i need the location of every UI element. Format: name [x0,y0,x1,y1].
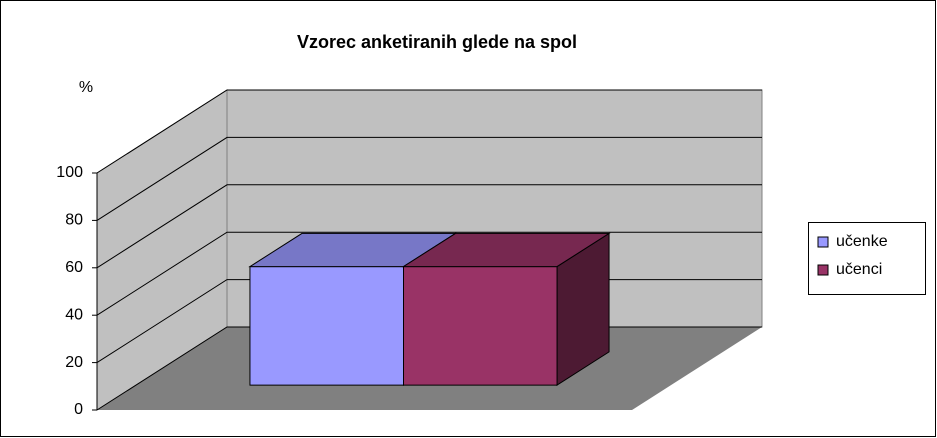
legend-swatch [817,264,829,276]
grid-line [96,231,762,316]
y-tick-label: 80 [65,212,83,229]
y-tick-label: 20 [65,354,83,371]
legend-swatch [817,236,829,248]
y-tick-label: 40 [65,306,83,323]
y-tick-label: 60 [65,259,83,276]
legend-box [808,222,926,295]
legend-label: učenke [836,233,888,250]
legend-label: učenci [836,261,882,278]
y-tick-label: 0 [74,401,83,418]
bar-top [401,232,611,268]
bar-front [403,266,558,386]
y-axis-label: % [79,79,93,96]
grid-line [96,89,762,174]
chart-title: Vzorec anketiranih glede na spol [297,32,577,52]
grid-line [96,136,762,221]
grid-line [96,184,762,269]
y-tick-label: 100 [56,164,83,181]
bar-front [249,266,404,386]
